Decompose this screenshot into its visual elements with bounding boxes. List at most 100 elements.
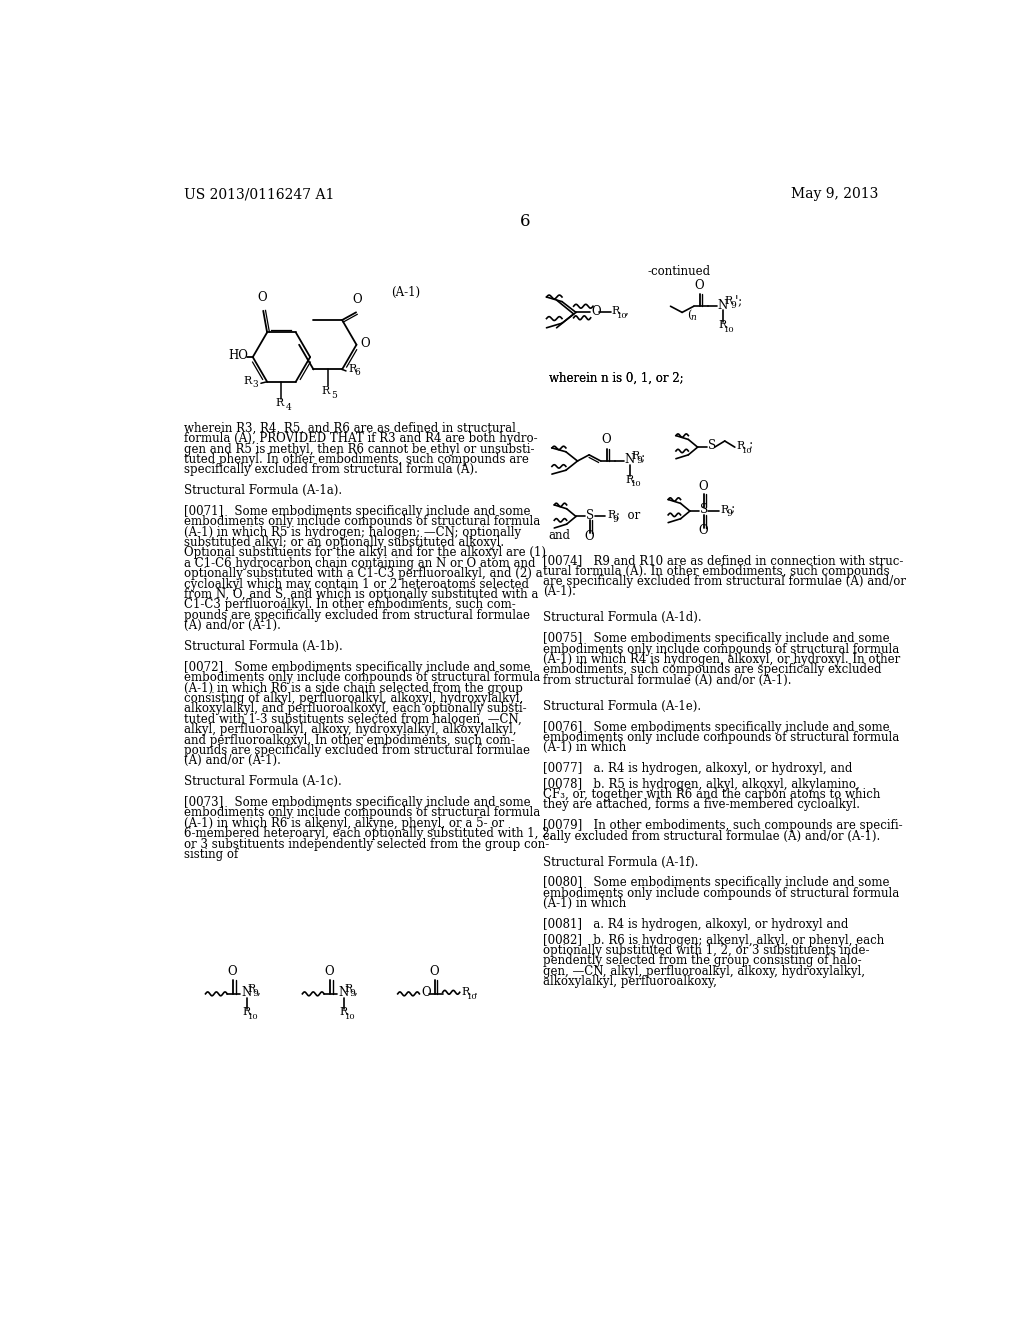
Text: embodiments only include compounds of structural formula: embodiments only include compounds of st… — [543, 643, 899, 656]
Text: ;: ; — [640, 451, 644, 465]
Text: 9: 9 — [612, 515, 618, 524]
Text: [0073]   Some embodiments specifically include and some: [0073] Some embodiments specifically inc… — [183, 796, 530, 809]
Text: specifically excluded from structural formula (A).: specifically excluded from structural fo… — [183, 463, 477, 477]
Text: R: R — [631, 451, 639, 462]
Text: O: O — [360, 337, 370, 350]
Text: tuted phenyl. In other embodiments, such compounds are: tuted phenyl. In other embodiments, such… — [183, 453, 528, 466]
Text: 4: 4 — [286, 403, 291, 412]
Text: R: R — [721, 504, 729, 515]
Text: O: O — [325, 965, 334, 978]
Text: tural formula (A). In other embodiments, such compounds: tural formula (A). In other embodiments,… — [543, 565, 889, 578]
Text: (A-1) in which R5 is hydrogen; halogen; —CN; optionally: (A-1) in which R5 is hydrogen; halogen; … — [183, 525, 521, 539]
Text: (A-1) in which: (A-1) in which — [543, 898, 626, 911]
Text: R: R — [736, 441, 744, 450]
Text: ;: ; — [738, 296, 742, 309]
Text: 3: 3 — [252, 380, 258, 389]
Text: 10: 10 — [248, 1014, 259, 1022]
Text: 9: 9 — [349, 989, 355, 998]
Text: O: O — [585, 529, 594, 543]
Text: n: n — [690, 313, 696, 322]
Text: ;: ; — [730, 503, 734, 516]
Text: [0076]   Some embodiments specifically include and some: [0076] Some embodiments specifically inc… — [543, 721, 889, 734]
Text: 6: 6 — [519, 213, 530, 230]
Text: (A) and/or (A-1).: (A) and/or (A-1). — [183, 755, 281, 767]
Text: N: N — [718, 298, 728, 312]
Text: pounds are specifically excluded from structural formulae: pounds are specifically excluded from st… — [183, 744, 529, 756]
Text: 6-membered heteroaryl, each optionally substituted with 1, 2,: 6-membered heteroaryl, each optionally s… — [183, 828, 553, 840]
Text: they are attached, forms a five-membered cycloalkyl.: they are attached, forms a five-membered… — [543, 799, 859, 812]
Text: embodiments only include compounds of structural formula: embodiments only include compounds of st… — [183, 672, 540, 684]
Text: O: O — [352, 293, 361, 306]
Text: 9: 9 — [726, 510, 732, 519]
Text: US 2013/0116247 A1: US 2013/0116247 A1 — [183, 187, 334, 202]
Text: sisting of: sisting of — [183, 847, 238, 861]
Text: optionally substituted with a C1-C3 perfluoroalkyl, and (2) a: optionally substituted with a C1-C3 perf… — [183, 568, 543, 581]
Text: wherein R3, R4, R5, and R6 are as defined in structural: wherein R3, R4, R5, and R6 are as define… — [183, 422, 516, 434]
Text: cycloalkyl which may contain 1 or 2 heteroatoms selected: cycloalkyl which may contain 1 or 2 hete… — [183, 578, 528, 590]
Text: alkoxylalkyl, and perfluoroalkoxyl, each optionally substi-: alkoxylalkyl, and perfluoroalkoxyl, each… — [183, 702, 526, 715]
Text: S: S — [700, 503, 708, 516]
Text: ;  or: ; or — [616, 508, 640, 521]
Text: substituted alkyl; or an optionally substituted alkoxyl.: substituted alkyl; or an optionally subs… — [183, 536, 504, 549]
Text: (A-1): (A-1) — [391, 285, 421, 298]
Text: R: R — [611, 306, 620, 315]
Text: embodiments only include compounds of structural formula: embodiments only include compounds of st… — [183, 807, 540, 820]
Text: O: O — [694, 280, 703, 292]
Text: R: R — [243, 1007, 251, 1018]
Text: R: R — [322, 385, 330, 396]
Text: ': ' — [735, 296, 738, 309]
Text: [0072]   Some embodiments specifically include and some: [0072] Some embodiments specifically inc… — [183, 661, 530, 673]
Text: R: R — [348, 364, 356, 374]
Text: R: R — [461, 987, 469, 998]
Text: [0082]   b. R6 is hydrogen; alkenyl, alkyl, or phenyl, each: [0082] b. R6 is hydrogen; alkenyl, alkyl… — [543, 933, 884, 946]
Text: (A-1) in which: (A-1) in which — [543, 742, 626, 754]
Text: N: N — [625, 453, 635, 466]
Text: O: O — [601, 433, 611, 446]
Text: alkyl, perfluoroalkyl, alkoxy, hydroxylalkyl, alkoxylalkyl,: alkyl, perfluoroalkyl, alkoxy, hydroxyla… — [183, 723, 516, 737]
Text: HO: HO — [228, 350, 248, 363]
Text: R: R — [719, 319, 727, 330]
Text: R: R — [248, 985, 256, 994]
Text: gen and R5 is methyl, then R6 cannot be ethyl or unsubsti-: gen and R5 is methyl, then R6 cannot be … — [183, 442, 535, 455]
Text: 10: 10 — [631, 480, 642, 488]
Text: R: R — [725, 296, 733, 306]
Text: O: O — [698, 479, 708, 492]
Text: 10: 10 — [345, 1014, 355, 1022]
Text: ,: , — [353, 983, 357, 997]
Text: Structural Formula (A-1e).: Structural Formula (A-1e). — [543, 700, 700, 713]
Text: [0074]   R9 and R10 are as defined in connection with struc-: [0074] R9 and R10 are as defined in conn… — [543, 554, 903, 568]
Text: R: R — [626, 475, 634, 484]
Text: ,: , — [625, 304, 629, 317]
Text: ,: , — [257, 983, 260, 997]
Text: Structural Formula (A-1f).: Structural Formula (A-1f). — [543, 855, 698, 869]
Text: (A-1) in which R4 is hydrogen, alkoxyl, or hydroxyl. In other: (A-1) in which R4 is hydrogen, alkoxyl, … — [543, 653, 900, 667]
Text: May 9, 2013: May 9, 2013 — [791, 187, 878, 202]
Text: 5: 5 — [332, 391, 338, 400]
Text: [0079]   In other embodiments, such compounds are specifi-: [0079] In other embodiments, such compou… — [543, 820, 902, 833]
Text: O: O — [698, 524, 708, 537]
Text: N: N — [241, 986, 252, 999]
Text: O: O — [421, 986, 430, 999]
Text: [0081]   a. R4 is hydrogen, alkoxyl, or hydroxyl and: [0081] a. R4 is hydrogen, alkoxyl, or hy… — [543, 917, 848, 931]
Text: pounds are specifically excluded from structural formulae: pounds are specifically excluded from st… — [183, 609, 529, 622]
Text: Structural Formula (A-1a).: Structural Formula (A-1a). — [183, 484, 342, 498]
Text: from N, O, and S, and which is optionally substituted with a: from N, O, and S, and which is optionall… — [183, 589, 539, 601]
Text: Structural Formula (A-1c).: Structural Formula (A-1c). — [183, 775, 342, 788]
Text: 10: 10 — [617, 312, 628, 319]
Text: C1-C3 perfluoroalkyl. In other embodiments, such com-: C1-C3 perfluoroalkyl. In other embodimen… — [183, 598, 515, 611]
Text: from structural formulae (A) and/or (A-1).: from structural formulae (A) and/or (A-1… — [543, 673, 792, 686]
Text: alkoxylalkyl, perfluoroalkoxy,: alkoxylalkyl, perfluoroalkoxy, — [543, 975, 717, 989]
Text: 9: 9 — [730, 301, 736, 310]
Text: 10: 10 — [741, 446, 753, 454]
Text: [0071]   Some embodiments specifically include and some: [0071] Some embodiments specifically inc… — [183, 506, 530, 517]
Text: CF₃, or, together with R6 and the carbon atoms to which: CF₃, or, together with R6 and the carbon… — [543, 788, 880, 801]
Text: 9: 9 — [636, 457, 642, 466]
Text: [0080]   Some embodiments specifically include and some: [0080] Some embodiments specifically inc… — [543, 876, 889, 890]
Text: O: O — [258, 290, 267, 304]
Text: R: R — [607, 510, 615, 520]
Text: [0078]   b. R5 is hydrogen, alkyl, alkoxyl, alkylamino,: [0078] b. R5 is hydrogen, alkyl, alkoxyl… — [543, 777, 859, 791]
Text: 6: 6 — [354, 368, 360, 376]
Text: .: . — [474, 986, 477, 998]
Text: (: ( — [687, 309, 692, 319]
Text: ;: ; — [749, 438, 753, 451]
